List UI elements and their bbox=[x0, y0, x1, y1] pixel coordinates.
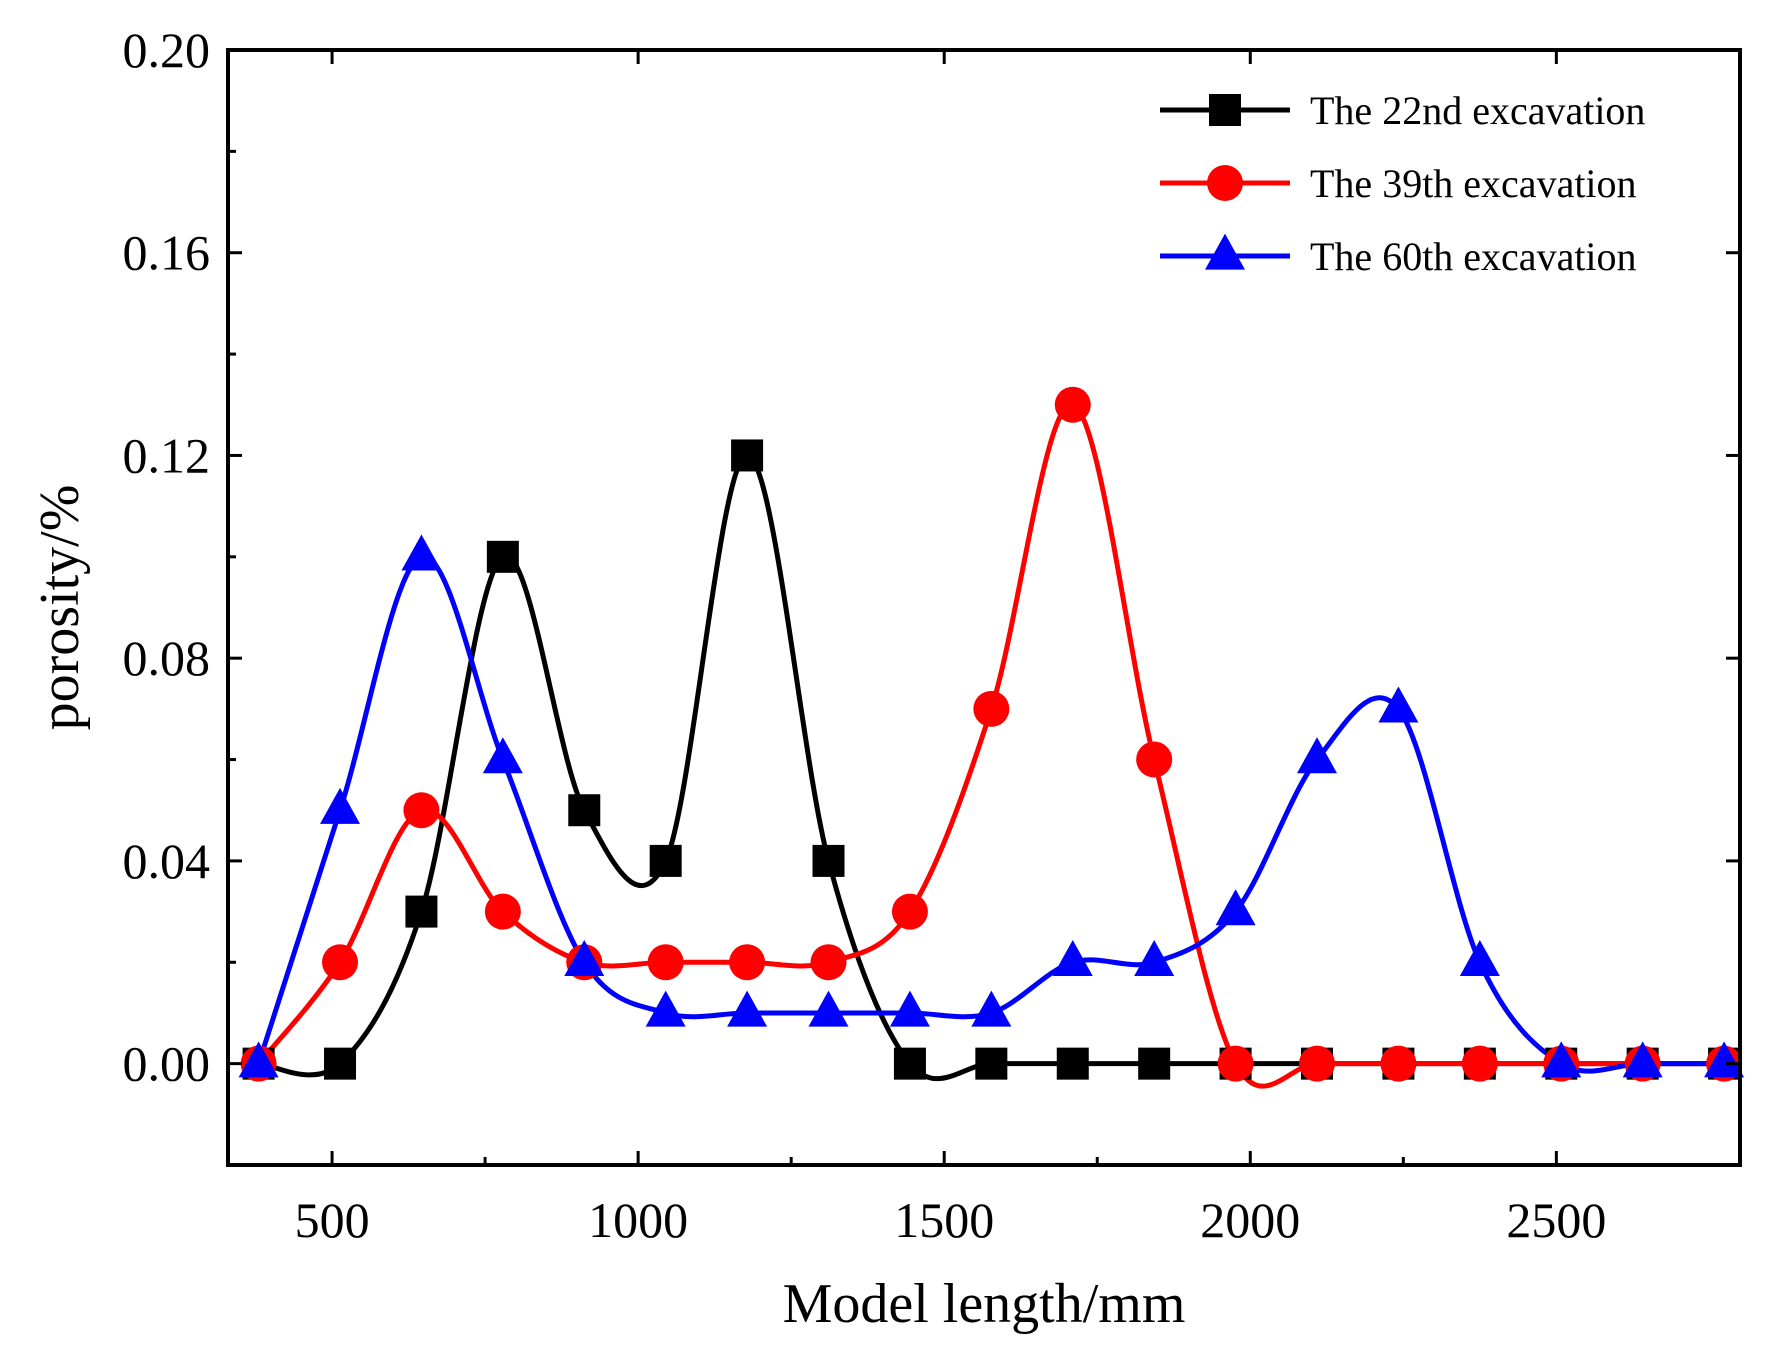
data-point-series-3 bbox=[1134, 939, 1175, 976]
data-point-series-2 bbox=[973, 690, 1010, 727]
data-point-series-2 bbox=[810, 944, 847, 981]
data-point-series-3 bbox=[808, 990, 849, 1027]
data-point-series-3 bbox=[1622, 1041, 1663, 1078]
data-point-series-3 bbox=[1215, 889, 1256, 926]
series-curves bbox=[256, 402, 1725, 1089]
data-point-series-3 bbox=[482, 737, 523, 774]
data-point-series-3 bbox=[1541, 1041, 1582, 1078]
data-point-series-2 bbox=[403, 792, 440, 829]
data-point-series-1 bbox=[812, 844, 845, 877]
y-tick-label: 0.04 bbox=[123, 833, 211, 889]
y-tick-label: 0.20 bbox=[123, 22, 211, 78]
y-axis-title: porosity/% bbox=[29, 485, 91, 731]
data-point-series-2 bbox=[729, 944, 766, 981]
data-point-series-1 bbox=[893, 1047, 926, 1080]
data-point-series-2 bbox=[322, 944, 359, 981]
plot-area-frame bbox=[226, 48, 1742, 1167]
series-markers bbox=[238, 386, 1745, 1082]
data-point-series-1 bbox=[568, 794, 601, 827]
legend-label: The 22nd excavation bbox=[1310, 88, 1645, 133]
data-point-series-2 bbox=[1380, 1045, 1417, 1082]
series-line-2 bbox=[256, 402, 1725, 1089]
data-point-series-1 bbox=[649, 844, 682, 877]
data-point-series-2 bbox=[1461, 1045, 1498, 1082]
data-point-series-3 bbox=[238, 1041, 279, 1078]
x-axis-title: Model length/mm bbox=[783, 1273, 1186, 1335]
data-point-series-1 bbox=[1056, 1047, 1089, 1080]
data-point-series-1 bbox=[324, 1047, 357, 1080]
data-point-series-1 bbox=[1138, 1047, 1171, 1080]
data-point-series-3 bbox=[1704, 1041, 1745, 1078]
data-point-series-3 bbox=[1459, 939, 1500, 976]
data-point-series-2 bbox=[1054, 386, 1091, 423]
series-line-3 bbox=[256, 554, 1725, 1074]
series-line-1 bbox=[258, 452, 1725, 1082]
data-point-series-2 bbox=[1299, 1045, 1336, 1082]
x-tick-label: 2000 bbox=[1200, 1192, 1300, 1248]
y-tick-label: 0.16 bbox=[123, 225, 211, 281]
data-point-series-3 bbox=[320, 787, 361, 824]
y-tick-label: 0.12 bbox=[123, 427, 211, 483]
data-point-series-3 bbox=[1297, 737, 1338, 774]
y-tick-label: 0.00 bbox=[123, 1036, 211, 1092]
data-point-series-1 bbox=[975, 1047, 1008, 1080]
data-point-series-2 bbox=[484, 893, 521, 930]
legend-marker bbox=[1207, 165, 1243, 201]
legend-marker bbox=[1209, 94, 1241, 126]
data-point-series-3 bbox=[1052, 939, 1093, 976]
data-point-series-3 bbox=[564, 939, 605, 976]
legend-marker bbox=[1205, 233, 1245, 270]
legend: The 22nd excavation The 39th excavation Th… bbox=[1160, 88, 1645, 279]
data-point-series-3 bbox=[645, 990, 686, 1027]
data-point-series-3 bbox=[971, 990, 1012, 1027]
x-tick-label: 2500 bbox=[1506, 1192, 1606, 1248]
x-tick-label: 1500 bbox=[894, 1192, 994, 1248]
data-point-series-1 bbox=[731, 439, 764, 472]
x-tick-label: 1000 bbox=[588, 1192, 688, 1248]
data-point-series-3 bbox=[401, 534, 442, 571]
legend-label: The 60th excavation bbox=[1310, 234, 1637, 279]
data-point-series-3 bbox=[727, 990, 768, 1027]
x-tick-label: 500 bbox=[295, 1192, 370, 1248]
data-point-series-2 bbox=[891, 893, 928, 930]
y-axis: 0.00 0.04 0.08 0.12 0.16 0.20 bbox=[123, 22, 1740, 1092]
data-point-series-2 bbox=[1136, 741, 1173, 778]
data-point-series-3 bbox=[1378, 686, 1419, 723]
y-tick-label: 0.08 bbox=[123, 630, 211, 686]
data-point-series-3 bbox=[889, 990, 930, 1027]
legend-label: The 39th excavation bbox=[1310, 161, 1637, 206]
data-point-series-1 bbox=[405, 895, 438, 928]
data-point-series-2 bbox=[1217, 1045, 1254, 1082]
data-point-series-1 bbox=[486, 540, 519, 573]
x-axis: 500 1000 1500 2000 2500 bbox=[295, 50, 1606, 1248]
data-point-series-2 bbox=[647, 944, 684, 981]
